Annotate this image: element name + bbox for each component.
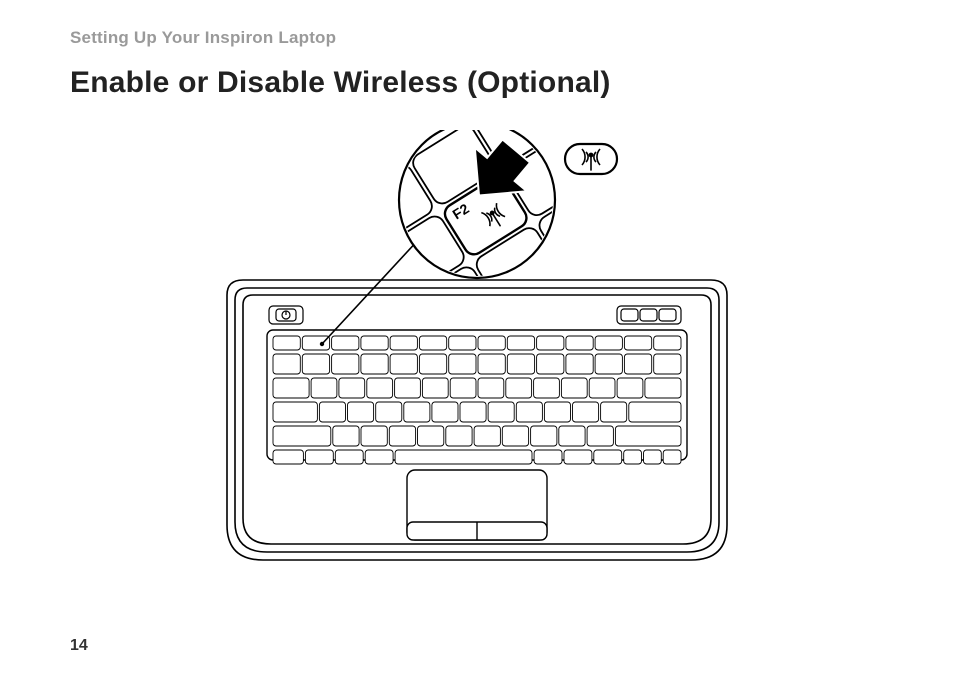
page-title: Enable or Disable Wireless (Optional): [70, 66, 884, 100]
page-number: 14: [70, 637, 88, 655]
section-label: Setting Up Your Inspiron Laptop: [70, 28, 884, 48]
laptop-figure: F2: [0, 130, 954, 617]
wireless-icon: [565, 144, 617, 174]
laptop-svg: F2: [197, 130, 757, 610]
